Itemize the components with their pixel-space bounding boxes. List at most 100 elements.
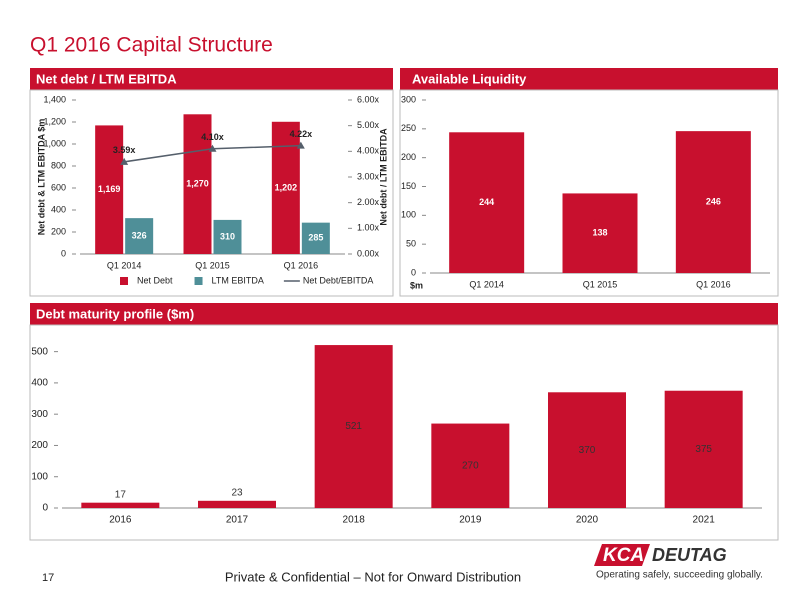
legend-label: Net Debt	[137, 275, 173, 285]
data-label: 375	[695, 444, 712, 455]
bar	[562, 193, 638, 273]
bar	[664, 390, 743, 508]
bar	[449, 132, 525, 273]
x-tick-label: 2016	[109, 515, 132, 526]
x-tick-label: Q1 2016	[284, 260, 319, 270]
legend-swatch	[194, 277, 203, 285]
data-label: 1,202	[275, 182, 298, 192]
y-axis-label: Net debt & LTM EBITDA $m	[36, 119, 46, 236]
data-label: 138	[592, 228, 607, 238]
legend-swatch	[120, 277, 128, 285]
y-tick-label: 100	[31, 471, 48, 482]
data-label: 4.10x	[201, 132, 224, 142]
panel-header	[30, 68, 393, 90]
y-axis-label: $m	[410, 280, 423, 290]
data-label: 246	[706, 196, 721, 206]
y2-tick-label: 0.00x	[357, 248, 380, 258]
logo-brand: KCA	[603, 545, 644, 566]
logo-brand-suffix: DEUTAG	[652, 545, 727, 565]
y-tick-label: 200	[401, 152, 416, 162]
data-label: 17	[115, 489, 127, 500]
bar	[125, 218, 154, 254]
x-tick-label: Q1 2016	[696, 279, 731, 289]
y2-axis-label: Net debt / LTM EBITDA	[378, 128, 388, 226]
panel	[399, 89, 779, 297]
y-tick-label: 500	[31, 346, 48, 357]
data-label: 23	[231, 487, 243, 498]
y-tick-label: 1,400	[43, 94, 66, 104]
x-tick-label: Q1 2014	[107, 260, 142, 270]
y-tick-label: 0	[42, 503, 48, 514]
y-tick-label: 0	[61, 248, 66, 258]
y-tick-label: 150	[401, 181, 416, 191]
panel-title: Net debt / LTM EBITDA	[36, 71, 177, 86]
panel	[29, 324, 779, 541]
bar	[314, 345, 393, 508]
data-label: 370	[579, 445, 596, 456]
x-tick-label: 2021	[693, 515, 716, 526]
legend-label: Net Debt/EBITDA	[303, 275, 374, 285]
y-tick-label: 100	[401, 210, 416, 220]
data-label: 1,169	[98, 184, 121, 194]
panel	[29, 89, 394, 297]
y-tick-label: 250	[401, 123, 416, 133]
y2-tick-label: 1.00x	[357, 223, 380, 233]
x-tick-label: 2018	[343, 515, 366, 526]
panel-header	[30, 303, 778, 325]
y-tick-label: 200	[31, 440, 48, 451]
data-label: 310	[220, 231, 235, 241]
bar	[81, 502, 160, 508]
y2-tick-label: 6.00x	[357, 94, 380, 104]
bar	[198, 500, 276, 508]
bar	[183, 114, 212, 254]
y2-tick-label: 4.00x	[357, 146, 380, 156]
y2-tick-label: 5.00x	[357, 120, 380, 130]
logo-tagline: Operating safely, succeeding globally.	[596, 570, 763, 581]
data-label: 521	[345, 421, 362, 432]
panel-title: Available Liquidity	[412, 71, 527, 86]
panel-header	[400, 68, 778, 90]
y-tick-label: 1,200	[43, 116, 66, 126]
bar	[548, 392, 626, 508]
y2-tick-label: 3.00x	[357, 171, 380, 181]
x-tick-label: Q1 2015	[583, 279, 618, 289]
y-tick-label: 50	[406, 239, 416, 249]
data-label: 1,270	[186, 179, 209, 189]
y-tick-label: 0	[411, 267, 416, 277]
data-label: 3.59x	[113, 145, 136, 155]
y-tick-label: 600	[51, 182, 66, 192]
x-tick-label: 2019	[459, 515, 482, 526]
line-marker	[120, 157, 129, 165]
data-label: 270	[462, 460, 479, 471]
y-tick-label: 300	[401, 94, 416, 104]
x-tick-label: 2020	[576, 515, 599, 526]
data-label: 4.22x	[290, 129, 313, 139]
data-label: 326	[132, 230, 147, 240]
y-tick-label: 400	[51, 204, 66, 214]
bar	[95, 125, 124, 254]
y2-tick-label: 2.00x	[357, 197, 380, 207]
data-label: 244	[479, 197, 494, 207]
x-tick-label: 2017	[226, 515, 249, 526]
y-tick-label: 800	[51, 160, 66, 170]
data-label: 285	[308, 233, 323, 243]
slide-title: Q1 2016 Capital Structure	[30, 34, 273, 57]
line-marker	[208, 144, 217, 152]
legend-label: LTM EBITDA	[212, 275, 264, 285]
x-tick-label: Q1 2015	[195, 260, 230, 270]
panel-title: Debt maturity profile ($m)	[36, 306, 194, 321]
y-tick-label: 1,000	[43, 138, 66, 148]
bar	[301, 222, 330, 254]
y-tick-label: 300	[31, 409, 48, 420]
y-tick-label: 400	[31, 378, 48, 389]
logo-shape	[594, 544, 650, 566]
bar	[271, 121, 300, 254]
bar	[675, 131, 751, 273]
footer: Private & Confidential – Not for Onward …	[225, 569, 521, 584]
line-marker	[296, 141, 305, 149]
bar	[213, 219, 242, 254]
page-number: 17	[42, 572, 54, 584]
bar	[431, 423, 510, 508]
x-tick-label: Q1 2014	[469, 279, 504, 289]
